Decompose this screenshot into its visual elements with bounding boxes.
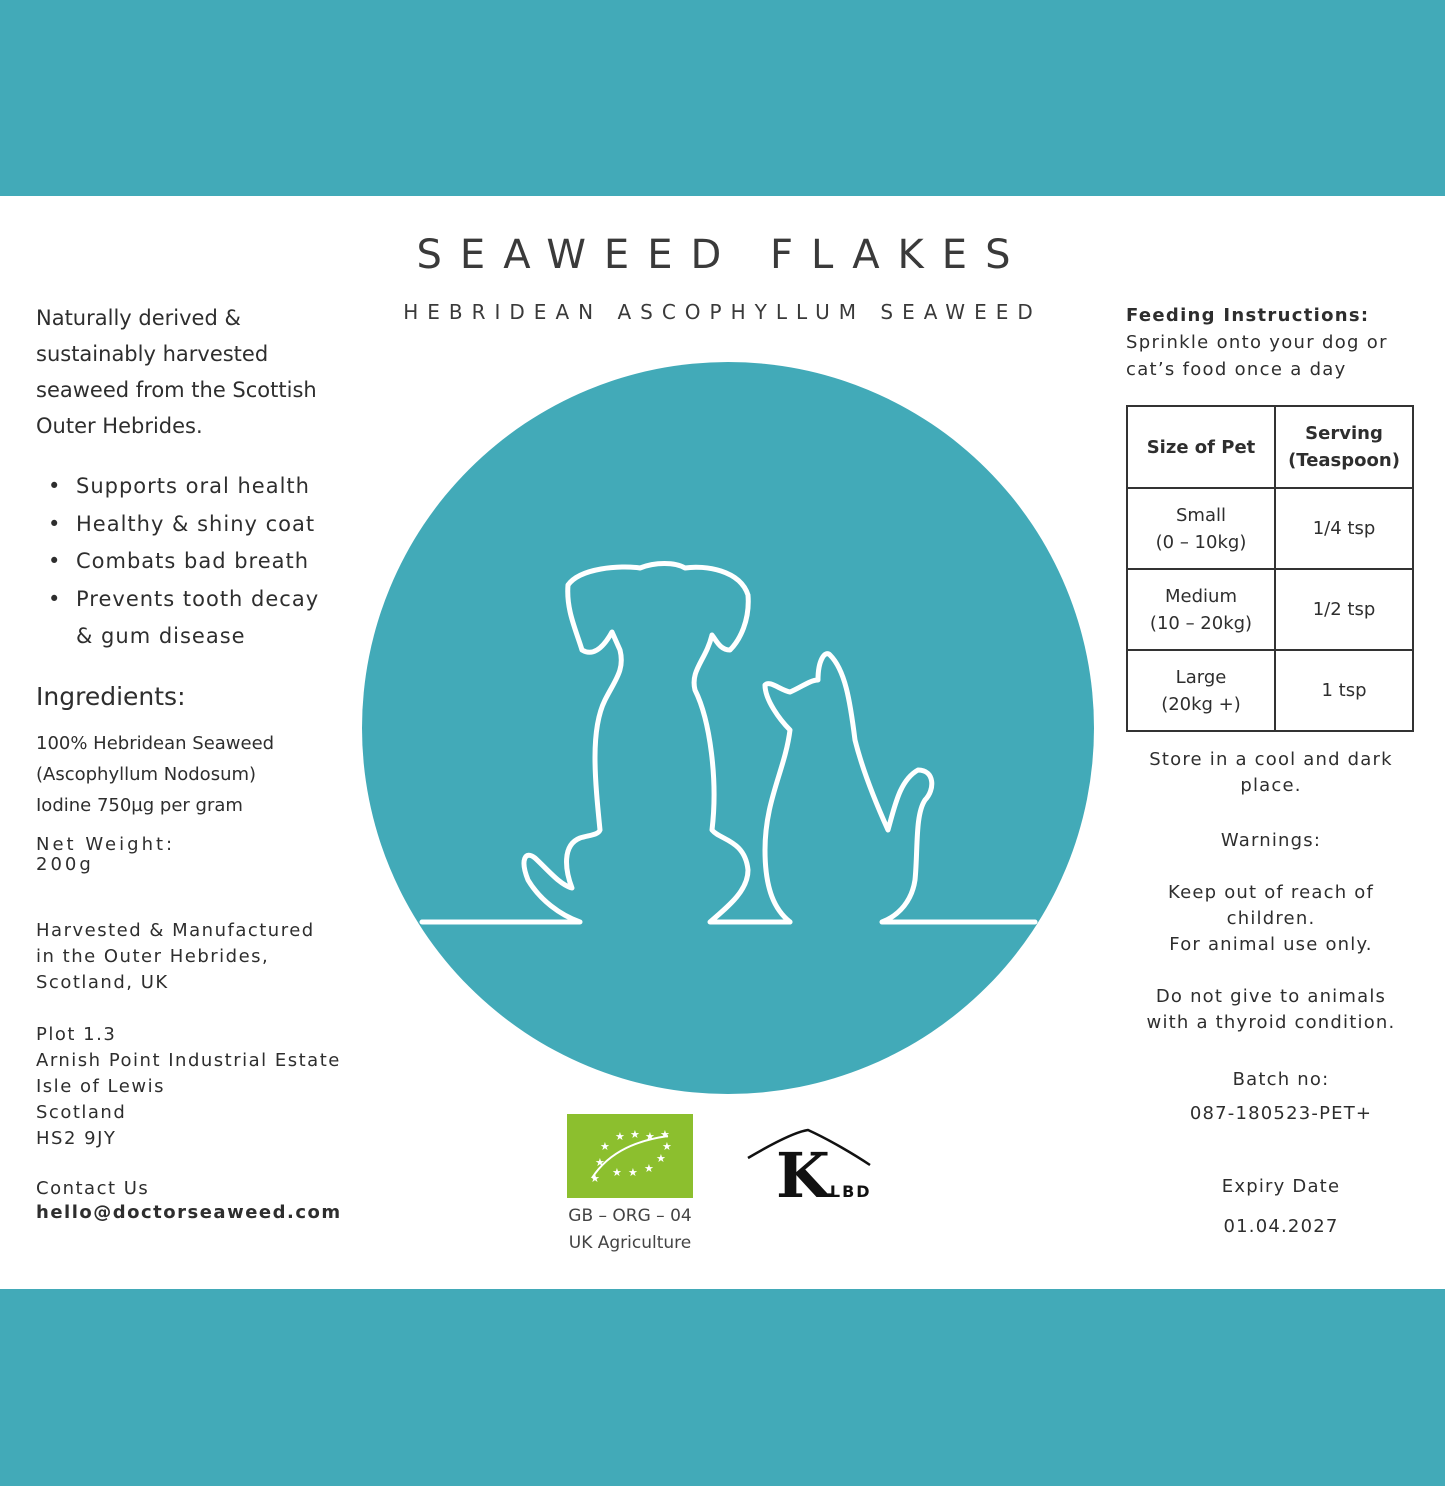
contact-label: Contact Us	[36, 1178, 150, 1199]
origin-text: Harvested & Manufactured in the Outer Heb…	[36, 920, 315, 993]
bottom-band	[0, 1289, 1445, 1486]
batch-info: Batch no: 087-180523-PET+	[1136, 1063, 1426, 1131]
benefit-item: • Healthy & shiny coat	[48, 511, 316, 536]
thyroid-warning: Do not give to animals with a thyroid con…	[1146, 986, 1396, 1033]
ingredient-line: (Ascophyllum Nodosum)	[36, 764, 257, 785]
benefits-list: • Supports oral health • Healthy & shiny c…	[48, 468, 319, 656]
eu-organic-logo	[567, 1114, 693, 1198]
svg-text:★: ★	[590, 1172, 600, 1185]
product-subtitle: HEBRIDEAN ASCOPHYLLUM SEAWEED	[403, 300, 1042, 324]
svg-text:★: ★	[662, 1140, 672, 1153]
benefit-item: & gum disease	[76, 624, 246, 648]
table-header-row: Size of Pet Serving (Teaspoon)	[1126, 405, 1414, 489]
klbd-roof-icon	[747, 1128, 871, 1167]
table-row: Medium (10 – 20kg) 1/2 tsp	[1126, 568, 1414, 651]
ingredients-list: 100% Hebridean Seaweed (Ascophyllum Nodo…	[36, 728, 274, 821]
klbd-logo-text: KLBD	[776, 1139, 872, 1212]
net-weight-label: Net Weight:	[36, 834, 176, 855]
svg-text:★: ★	[595, 1156, 605, 1169]
product-title: SEAWEED FLAKES	[416, 232, 1029, 278]
dog-outline	[419, 561, 793, 925]
ingredient-line: Iodine 750µg per gram	[36, 795, 243, 816]
ingredients-heading: Ingredients:	[36, 682, 186, 711]
intro-text: Naturally derived & sustainably harveste…	[36, 306, 317, 438]
expiry-value: 01.04.2027	[1223, 1216, 1339, 1237]
svg-text:★: ★	[612, 1166, 622, 1179]
benefit-item: • Prevents tooth decay	[48, 586, 320, 611]
benefit-item: • Combats bad breath	[48, 549, 310, 573]
contact: Contact Us hello@doctorseaweed.com	[36, 1177, 342, 1225]
organic-code: GB – ORG – 04 UK Agriculture	[568, 1206, 692, 1253]
svg-text:★: ★	[630, 1128, 640, 1141]
organic-leaf-icon	[591, 1135, 669, 1179]
expiry-label: Expiry Date	[1221, 1176, 1341, 1197]
svg-text:★: ★	[628, 1166, 638, 1179]
cat-outline	[762, 651, 1038, 925]
svg-text:★: ★	[656, 1152, 666, 1165]
net-weight: Net Weight: 200g	[36, 835, 175, 875]
svg-text:★: ★	[615, 1130, 625, 1143]
warnings-text: Keep out of reach of children. For animal …	[1168, 882, 1374, 955]
table-row: Small (0 – 10kg) 1/4 tsp	[1126, 487, 1414, 570]
header-size: Size of Pet	[1126, 405, 1276, 489]
serving-table: Size of Pet Serving (Teaspoon) Small (0 – …	[1126, 405, 1414, 732]
organic-stars-icon: ★★ ★ ★ ★ ★★ ★ ★★★★	[590, 1128, 672, 1185]
svg-text:★: ★	[660, 1128, 670, 1141]
teal-circle	[362, 362, 1094, 1094]
warnings-heading: Warnings:	[1220, 830, 1322, 851]
feeding-instructions: Feeding Instructions: Sprinkle onto your…	[1126, 302, 1416, 383]
table-row: Large (20kg +) 1 tsp	[1126, 649, 1414, 732]
batch-value: 087-180523-PET+	[1189, 1103, 1373, 1124]
contact-email[interactable]: hello@doctorseaweed.com	[36, 1202, 342, 1223]
expiry-info: Expiry Date 01.04.2027	[1136, 1167, 1426, 1247]
ingredient-line: 100% Hebridean Seaweed	[36, 733, 275, 754]
svg-text:★: ★	[644, 1162, 654, 1175]
header-serving: Serving (Teaspoon)	[1274, 405, 1414, 489]
address: Plot 1.3 Arnish Point Industrial Estate Is…	[36, 1024, 341, 1149]
top-band	[0, 0, 1445, 196]
batch-label: Batch no:	[1232, 1069, 1330, 1090]
net-weight-value: 200g	[36, 854, 94, 875]
benefit-item: • Supports oral health	[48, 474, 310, 498]
svg-text:★: ★	[645, 1130, 655, 1143]
storage-text: Store in a cool and dark place.	[1149, 749, 1393, 796]
feeding-heading: Feeding Instructions:	[1126, 305, 1370, 326]
svg-text:★: ★	[600, 1140, 610, 1153]
